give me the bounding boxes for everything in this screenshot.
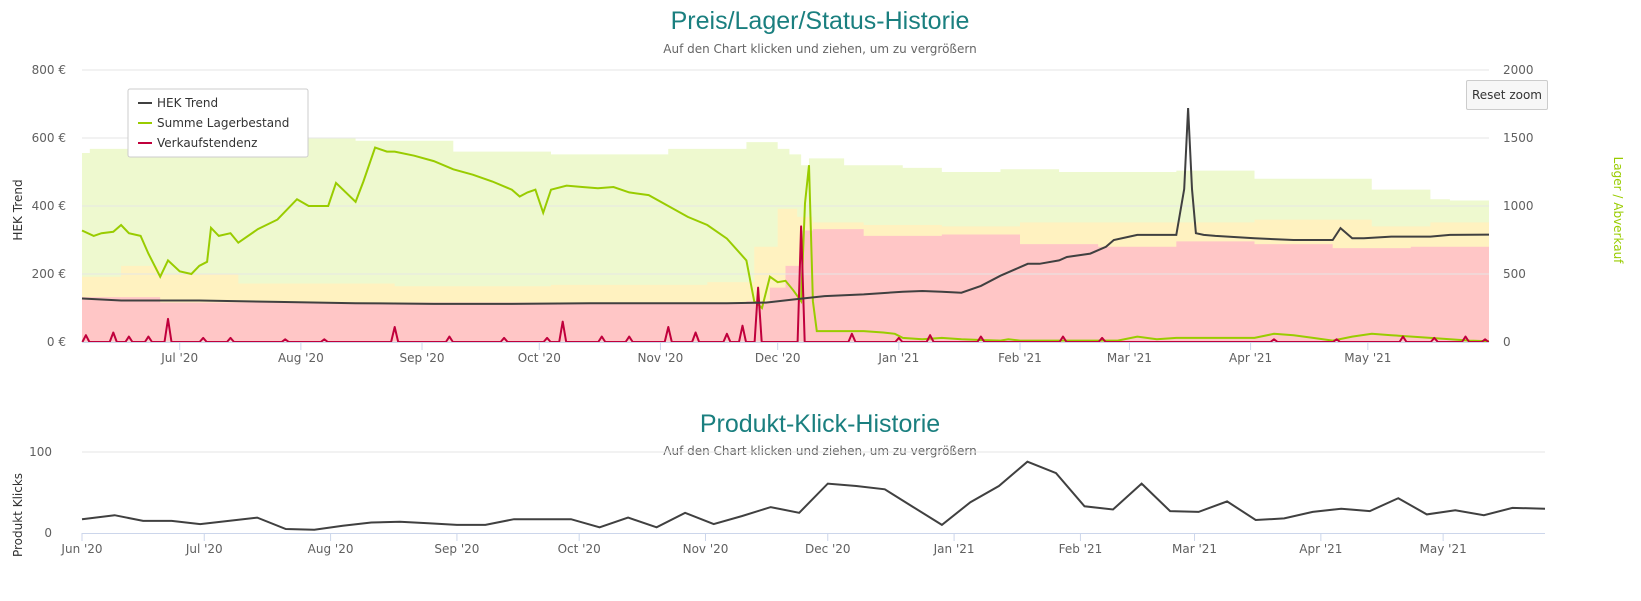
y-tick-label-right: 1500 [1503, 131, 1534, 145]
x-tick-label: May '21 [1344, 351, 1391, 365]
x-tick-label: Apr '21 [1299, 542, 1342, 556]
x-tick-label: Nov '20 [638, 351, 684, 365]
x-tick-label: Aug '20 [308, 542, 354, 556]
y-tick-label-right: 500 [1503, 267, 1526, 281]
chart2-series [81, 460, 1546, 531]
chart2-subtitle: Auf den Chart klicken und ziehen, um zu … [663, 444, 976, 458]
x-tick-label: Oct '20 [558, 542, 601, 556]
x-tick-label: May '21 [1420, 542, 1467, 556]
reset-zoom-button[interactable]: Reset zoom [1466, 80, 1548, 110]
x-tick-label: Mar '21 [1172, 542, 1217, 556]
y-tick-label-right: 2000 [1503, 63, 1534, 77]
chart1-ylabel-right: Lager / Abverkauf [1611, 157, 1625, 265]
y-tick-label-left: 600 € [32, 131, 66, 145]
x-tick-label: Jan '21 [933, 542, 975, 556]
status-band-red [82, 229, 1489, 342]
x-tick-label: Sep '20 [400, 351, 445, 365]
y-tick-label-left: 0 € [47, 335, 66, 349]
legend-item-hek-trend[interactable]: HEK Trend [157, 96, 218, 110]
x-tick-label: Nov '20 [683, 542, 729, 556]
chart1-axes: 0 € 200 € 400 € 600 € 800 € 0 500 1000 1500 2000 J… [32, 63, 1534, 365]
x-tick-label: Aug '20 [278, 351, 324, 365]
x-tick-label: Jul '20 [185, 542, 223, 556]
x-tick-label: Jan '21 [877, 351, 919, 365]
x-tick-label: Feb '21 [998, 351, 1042, 365]
chart1-subtitle: Auf den Chart klicken und ziehen, um zu … [663, 42, 976, 56]
legend-item-lagerbestand[interactable]: Summe Lagerbestand [157, 116, 289, 130]
legend-item-verkaufstendenz[interactable]: Verkaufstendenz [157, 136, 257, 150]
x-tick-label: Feb '21 [1059, 542, 1103, 556]
chart1-ylabel-left: HEK Trend [11, 179, 25, 240]
y-tick-label-left: 400 € [32, 199, 66, 213]
x-tick-label: Dec '20 [805, 542, 851, 556]
y-tick-label-right: 0 [1503, 335, 1511, 349]
x-tick-label: Apr '21 [1229, 351, 1272, 365]
legend-box [127, 88, 309, 158]
chart2-title: Produkt-Klick-Historie [700, 410, 940, 438]
y-tick-label: 0 [44, 526, 52, 540]
x-tick-label: Dec '20 [755, 351, 801, 365]
y-tick-label: 100 [29, 445, 52, 459]
y-tick-label-left: 800 € [32, 63, 66, 77]
x-tick-label: Sep '20 [434, 542, 479, 556]
x-tick-label: Jun '20 [60, 542, 102, 556]
chart1-legend: HEK Trend Summe Lagerbestand Verkaufsten… [127, 88, 309, 158]
chart2-axes: 0 100 Jun '20 Jul '20 Aug '20 Sep '20 Oct '20 N… [29, 445, 1545, 556]
chart1-status-bands [82, 138, 1489, 342]
series-hek-trend[interactable] [81, 108, 1490, 305]
x-tick-label: Mar '21 [1107, 351, 1152, 365]
y-tick-label-right: 1000 [1503, 199, 1534, 213]
x-tick-label: Jul '20 [160, 351, 198, 365]
chart1-title: Preis/Lager/Status-Historie [671, 7, 970, 35]
series-produkt-klicks[interactable] [81, 460, 1546, 531]
x-tick-label: Oct '20 [518, 351, 561, 365]
chart2-ylabel: Produkt Klicks [11, 473, 25, 557]
y-tick-label-left: 200 € [32, 267, 66, 281]
series-lagerbestand[interactable] [81, 146, 1490, 343]
